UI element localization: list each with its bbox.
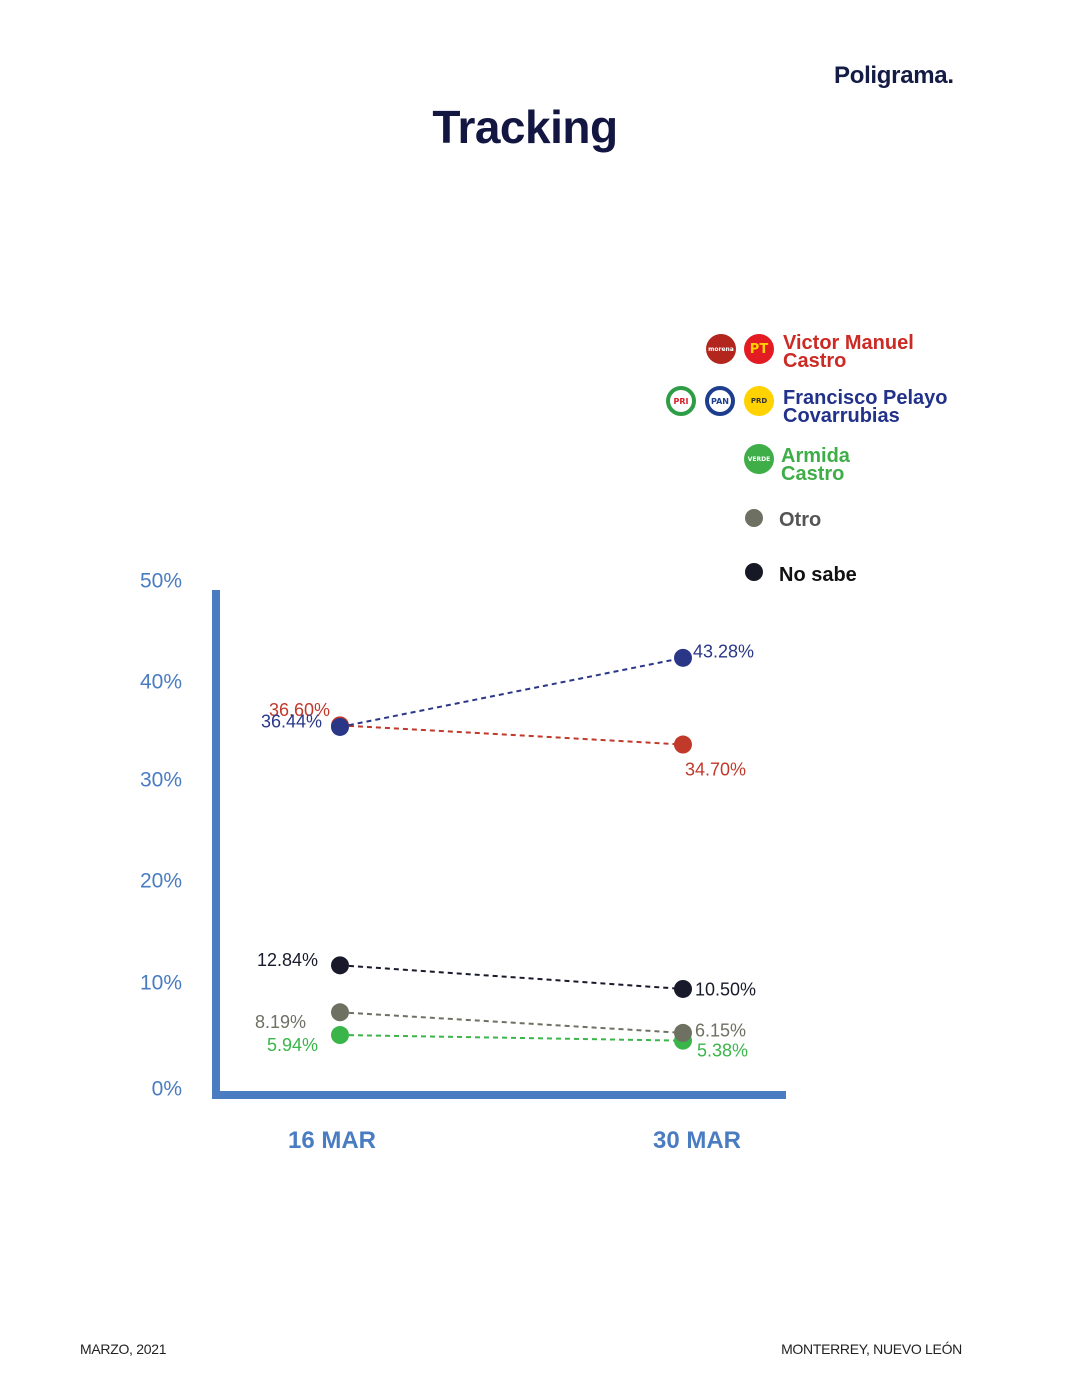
legend-item-francisco-pelayo-covarrubias: Francisco Pelayo Covarrubias <box>783 387 948 427</box>
data-label: 10.50% <box>695 980 756 1000</box>
footer-location: MONTERREY, NUEVO LEÓN <box>781 1341 962 1357</box>
x-tick-label: 30 MAR <box>653 1127 741 1154</box>
x-tick-label: 16 MAR <box>288 1127 376 1154</box>
prd-logo-icon: PRD <box>744 386 774 416</box>
data-point <box>674 648 692 667</box>
verde-logo-icon: VERDE <box>744 444 774 474</box>
legend-item-otro: Otro <box>779 509 822 531</box>
pt-logo-icon: PT <box>744 334 774 364</box>
data-label: 5.94% <box>267 1035 318 1055</box>
series-line <box>339 1034 684 1042</box>
y-tick-label: 50% <box>140 570 182 593</box>
brand-logo: Poligrama. <box>834 62 954 89</box>
data-point <box>674 735 692 754</box>
y-tick-label: 0% <box>152 1078 182 1101</box>
pri-logo-icon: PRI <box>666 386 696 416</box>
series-line <box>339 656 684 728</box>
legend-label: Francisco Pelayo Covarrubias <box>783 387 948 427</box>
data-point <box>674 1023 692 1042</box>
data-point <box>331 1003 349 1022</box>
data-point <box>674 979 692 998</box>
footer-date: MARZO, 2021 <box>80 1341 167 1357</box>
y-tick-label: 20% <box>140 870 182 893</box>
data-label: 36.60% <box>269 700 330 720</box>
legend-label: No sabe <box>779 564 857 586</box>
data-label: 36.44% <box>261 712 322 732</box>
y-tick-label: 10% <box>140 972 182 995</box>
data-label: 5.38% <box>697 1040 748 1060</box>
morena-logo-icon: morena <box>706 334 736 364</box>
legend-item-victor-manuel-castro: Victor Manuel Castro <box>783 332 914 372</box>
data-label: 34.70% <box>685 759 746 779</box>
legend-swatch-otro <box>745 509 763 527</box>
legend-swatch-no-sabe <box>745 563 763 581</box>
data-point <box>331 1026 349 1045</box>
y-tick-label: 40% <box>140 671 182 694</box>
series-line <box>339 724 684 746</box>
legend-label: Victor Manuel Castro <box>783 332 914 372</box>
data-label: 6.15% <box>695 1021 746 1041</box>
pan-logo-icon: PAN <box>705 386 735 416</box>
series-line <box>339 1011 684 1034</box>
data-label: 8.19% <box>255 1012 306 1032</box>
legend-label: Otro <box>779 509 822 531</box>
legend-item-no-sabe: No sabe <box>779 564 857 586</box>
y-tick-label: 30% <box>140 769 182 792</box>
data-label: 12.84% <box>257 950 318 970</box>
data-point <box>331 717 349 736</box>
data-point <box>331 956 349 975</box>
page-title: Tracking <box>432 101 618 153</box>
legend-item-armida-castro: Armida Castro <box>781 445 850 485</box>
data-label: 43.28% <box>693 642 754 662</box>
series-line <box>339 964 684 990</box>
legend-label: Armida Castro <box>781 445 850 485</box>
